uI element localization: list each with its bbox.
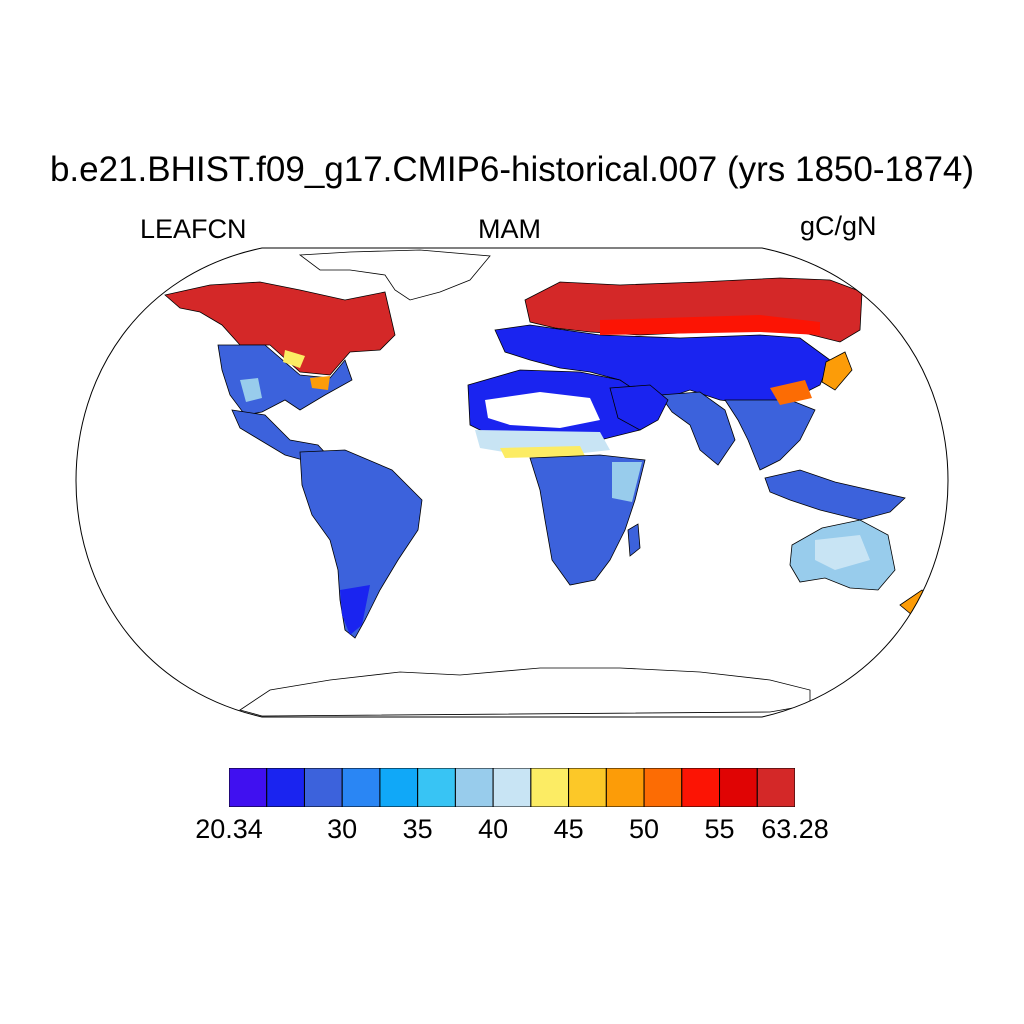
colorbar-swatch <box>417 768 456 807</box>
colorbar-swatch <box>568 768 607 807</box>
colorbar-swatch <box>266 768 305 807</box>
colorbar <box>229 768 795 807</box>
plot-title: b.e21.BHIST.f09_g17.CMIP6-historical.007… <box>49 150 975 189</box>
colorbar-tick-label: 50 <box>629 814 660 844</box>
colorbar-swatch <box>341 768 381 807</box>
west-us-light <box>240 378 262 402</box>
colorbar-tick-label: 30 <box>327 814 358 844</box>
colorbar-swatch <box>454 768 494 807</box>
units-label: gC/gN <box>800 211 877 241</box>
colorbar-swatch <box>229 768 268 807</box>
sahel-yellow <box>500 446 585 458</box>
colorbar-tick-label: 63.28 <box>761 814 829 844</box>
colorbar-swatch <box>643 768 683 807</box>
colorbar-tick-label: 45 <box>553 814 584 844</box>
indonesia <box>764 469 906 521</box>
east-africa-light <box>612 462 642 502</box>
variable-label: LEAFCN <box>140 214 247 244</box>
season-label: MAM <box>478 214 541 244</box>
colorbar-swatch <box>530 768 570 807</box>
new-zealand <box>899 589 933 616</box>
colorbar-tick-label: 40 <box>478 814 509 844</box>
sahara-gap <box>485 392 600 428</box>
colorbar-swatch <box>492 768 532 807</box>
antarctica-outline <box>239 667 811 717</box>
south-america <box>299 449 423 639</box>
colorbar-tick-label: 55 <box>704 814 735 844</box>
colorbar-swatch <box>756 768 795 807</box>
colorbar-swatch <box>379 768 419 807</box>
madagascar <box>627 523 641 557</box>
colorbar-swatch <box>303 768 343 807</box>
australia-interior <box>815 535 870 570</box>
china-warm <box>770 380 812 405</box>
colorbar-tick-label: 20.34 <box>195 814 263 844</box>
globe-border <box>75 247 949 718</box>
colorbar-swatch <box>605 768 645 807</box>
japan <box>821 351 853 391</box>
southeast-asia <box>724 399 816 471</box>
north-america-boreal <box>164 281 396 376</box>
south-asia <box>659 391 736 466</box>
arabia <box>609 384 669 431</box>
patagonia <box>340 585 370 635</box>
colorbar-tick-label: 35 <box>402 814 433 844</box>
east-us-orange <box>310 376 330 390</box>
siberia-warm-band <box>600 315 820 335</box>
land-data <box>164 249 933 717</box>
colorbar-swatch <box>681 768 721 807</box>
colorbar-swatch <box>719 768 758 807</box>
great-lakes-warm <box>283 350 305 368</box>
greenland-outline <box>298 249 491 301</box>
